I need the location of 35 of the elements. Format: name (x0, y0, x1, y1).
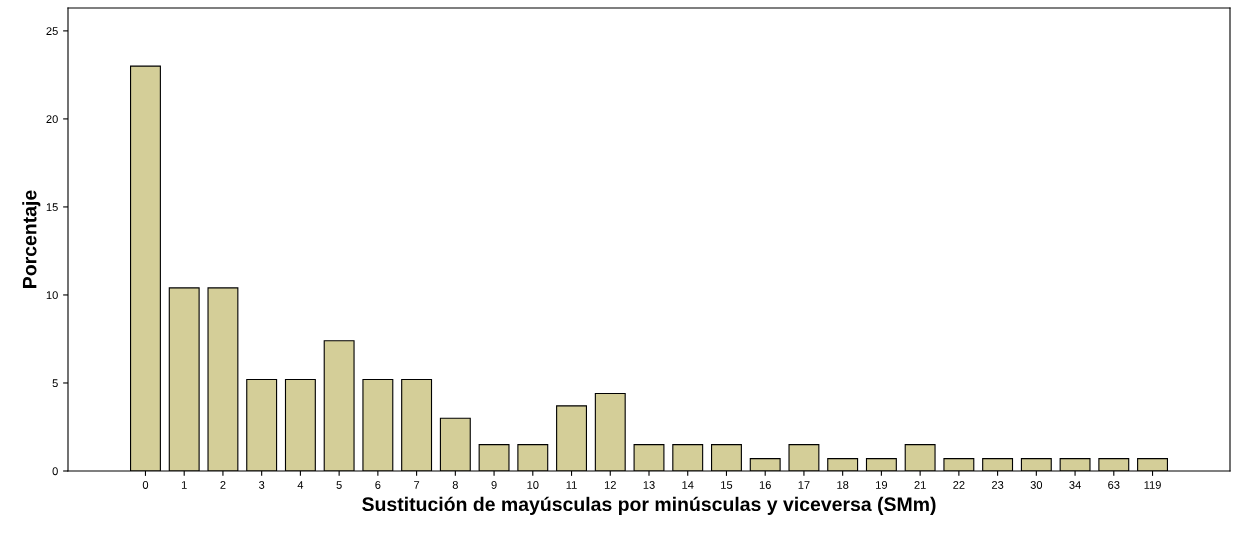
x-tick-label: 1 (181, 481, 187, 489)
x-tick-label: 8 (452, 481, 458, 489)
x-tick-label: 4 (297, 481, 304, 489)
x-tick-label: 12 (604, 481, 616, 489)
x-tick-label: 23 (991, 481, 1004, 489)
x-tick-label: 30 (1030, 481, 1043, 489)
y-tick-label: 20 (46, 115, 58, 124)
x-tick-label: 14 (682, 481, 694, 489)
x-tick-label: 63 (1108, 481, 1120, 489)
x-tick-label: 22 (953, 481, 965, 489)
x-tick-label: 21 (914, 481, 926, 489)
x-tick-label: 0 (142, 481, 149, 489)
x-tick-label: 5 (336, 481, 342, 489)
x-tick-label: 9 (491, 481, 497, 489)
x-tick-label: 17 (798, 481, 810, 489)
y-tick-label: 25 (46, 27, 58, 36)
x-tick-label: 6 (375, 481, 381, 489)
x-tick-label: 10 (527, 481, 539, 489)
x-tick-label: 119 (1144, 481, 1161, 489)
x-tick-label: 18 (837, 481, 849, 489)
x-tick-label: 11 (566, 481, 577, 489)
x-tick-label: 13 (643, 481, 655, 489)
y-tick-label: 0 (52, 467, 58, 476)
y-tick-label: 15 (46, 203, 58, 212)
x-axis-title: Sustitución de mayúsculas por minúsculas y viceversa (SMm) (362, 496, 936, 515)
y-tick-label: 10 (46, 291, 58, 300)
x-tick-label: 3 (259, 481, 265, 489)
x-tick-label: 15 (721, 481, 733, 489)
y-tick-label: 5 (52, 379, 58, 388)
x-tick-label: 16 (759, 481, 771, 489)
x-tick-label: 34 (1069, 481, 1081, 489)
y-axis-title: Porcentaje (22, 190, 41, 288)
x-tick-label: 2 (220, 481, 226, 489)
x-tick-label: 7 (414, 481, 420, 489)
x-tick-label: 19 (876, 481, 888, 489)
